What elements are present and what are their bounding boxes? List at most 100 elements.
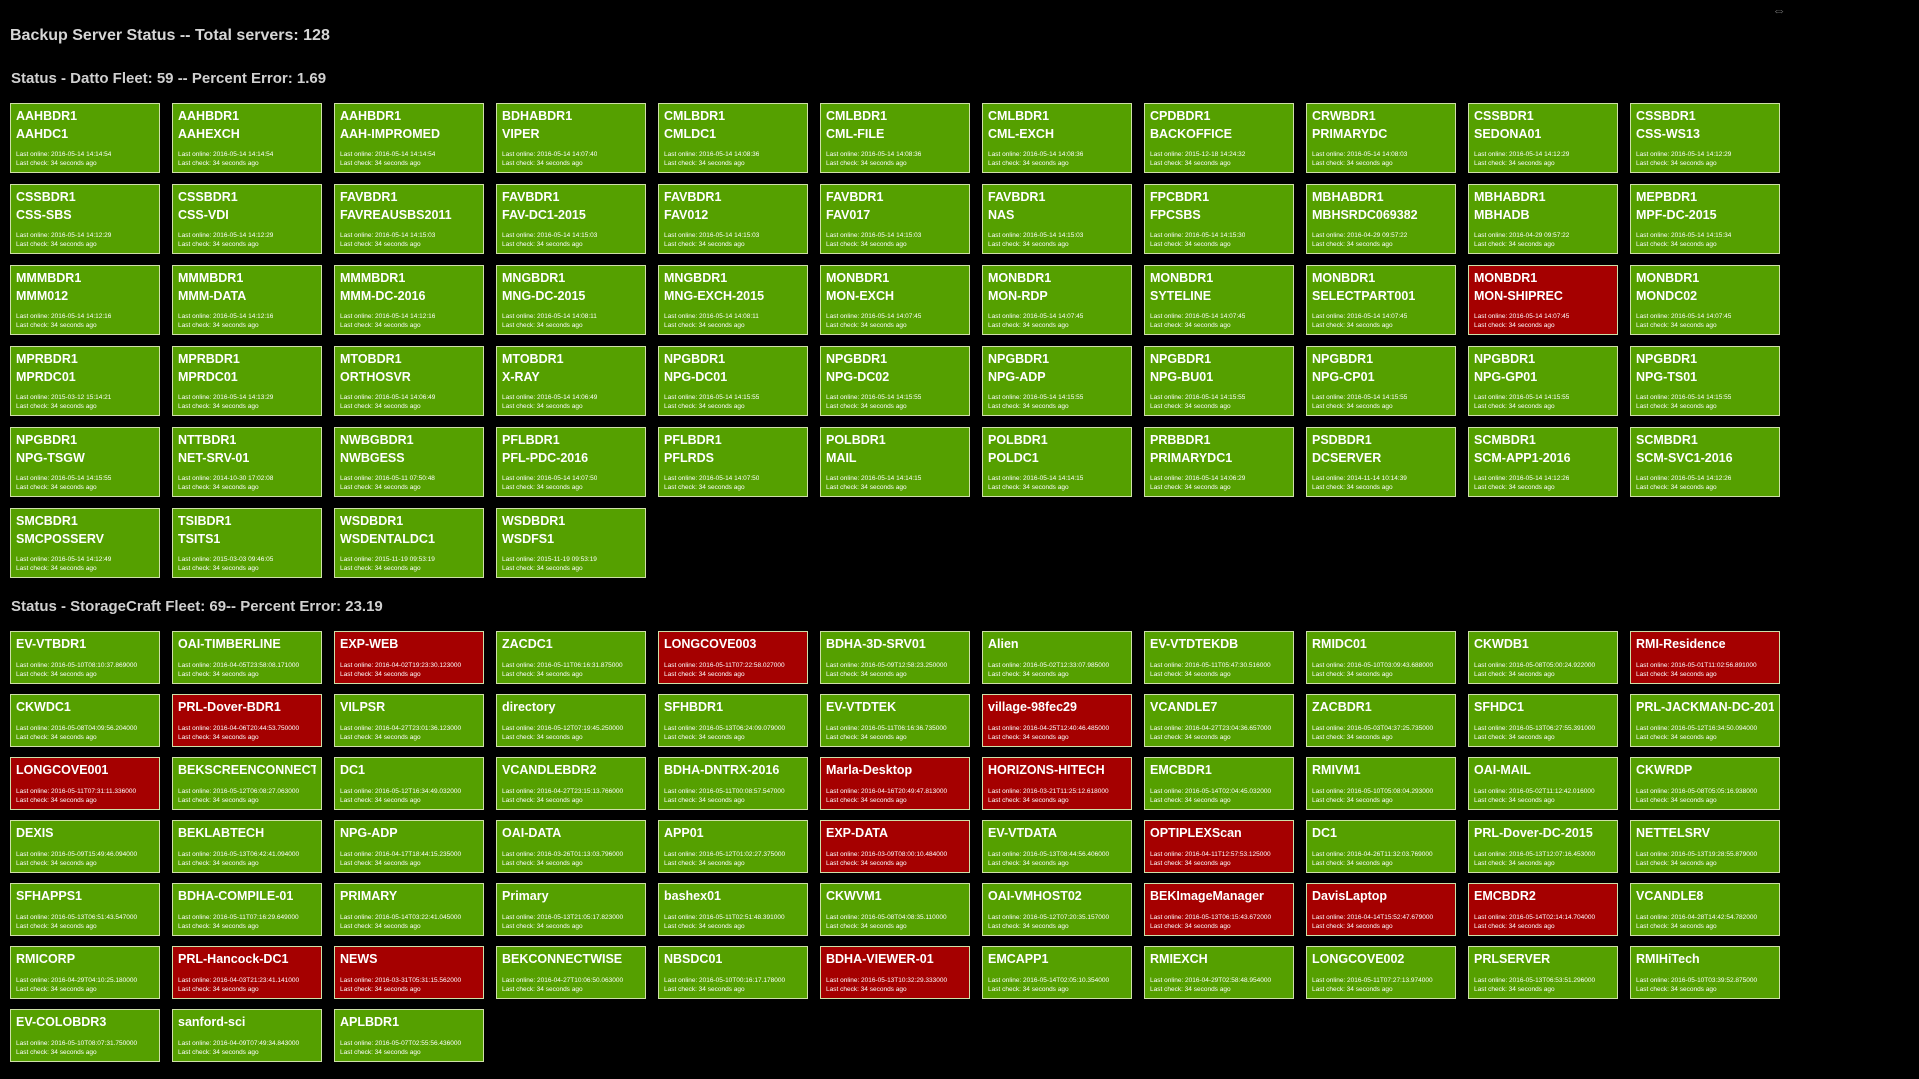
storagecraft-server-tile[interactable]: OAI-DATA Last online: 2016-03-26T01:13:03… bbox=[496, 820, 646, 873]
datto-server-tile[interactable]: SMCBDR1 SMCPOSSERV Last online: 2016-05-14… bbox=[10, 508, 160, 578]
storagecraft-server-tile[interactable]: DC1 Last online: 2016-05-12T16:34:49.0320… bbox=[334, 757, 484, 810]
storagecraft-server-tile[interactable]: SFHAPPS1 Last online: 2016-05-13T06:51:43… bbox=[10, 883, 160, 936]
storagecraft-server-tile[interactable]: RMICORP Last online: 2016-04-29T04:10:25.… bbox=[10, 946, 160, 999]
storagecraft-server-tile[interactable]: PRL-Hancock-DC1 Last online: 2016-04-03T2… bbox=[172, 946, 322, 999]
storagecraft-server-tile[interactable]: BDHA-DNTRX-2016 Last online: 2016-05-11T0… bbox=[658, 757, 808, 810]
storagecraft-server-tile[interactable]: EV-VTDATA Last online: 2016-05-13T08:44:5… bbox=[982, 820, 1132, 873]
datto-server-tile[interactable]: MMMBDR1 MMM-DC-2016 Last online: 2016-05-1… bbox=[334, 265, 484, 335]
datto-server-tile[interactable]: FAVBDR1 FAVREAUSBS2011 Last online: 2016-0… bbox=[334, 184, 484, 254]
datto-server-tile[interactable]: CMLBDR1 CML-EXCH Last online: 2016-05-14 1… bbox=[982, 103, 1132, 173]
storagecraft-server-tile[interactable]: OAI-TIMBERLINE Last online: 2016-04-05T23… bbox=[172, 631, 322, 684]
datto-server-tile[interactable]: AAHBDR1 AAH-IMPROMED Last online: 2016-05-… bbox=[334, 103, 484, 173]
datto-server-tile[interactable]: MBHABDR1 MBHADB Last online: 2016-04-29 09… bbox=[1468, 184, 1618, 254]
datto-server-tile[interactable]: AAHBDR1 AAHEXCH Last online: 2016-05-14 14… bbox=[172, 103, 322, 173]
storagecraft-server-tile[interactable]: village-98fec29 Last online: 2016-04-25T1… bbox=[982, 694, 1132, 747]
storagecraft-server-tile[interactable]: LONGCOVE001 Last online: 2016-05-11T07:31… bbox=[10, 757, 160, 810]
datto-server-tile[interactable]: CSSBDR1 CSS-SBS Last online: 2016-05-14 14… bbox=[10, 184, 160, 254]
datto-server-tile[interactable]: MBHABDR1 MBHSRDC069382 Last online: 2016-0… bbox=[1306, 184, 1456, 254]
storagecraft-server-tile[interactable]: SFHDC1 Last online: 2016-05-13T06:27:55.3… bbox=[1468, 694, 1618, 747]
storagecraft-server-tile[interactable]: PRL-Dover-DC-2015 Last online: 2016-05-13… bbox=[1468, 820, 1618, 873]
datto-server-tile[interactable]: NPGBDR1 NPG-GP01 Last online: 2016-05-14 1… bbox=[1468, 346, 1618, 416]
datto-server-tile[interactable]: CMLBDR1 CML-FILE Last online: 2016-05-14 1… bbox=[820, 103, 970, 173]
storagecraft-server-tile[interactable]: PRL-JACKMAN-DC-201 Last online: 2016-05-1… bbox=[1630, 694, 1780, 747]
storagecraft-server-tile[interactable]: BDHA-VIEWER-01 Last online: 2016-05-13T10… bbox=[820, 946, 970, 999]
datto-server-tile[interactable]: CPDBDR1 BACKOFFICE Last online: 2015-12-18… bbox=[1144, 103, 1294, 173]
storagecraft-server-tile[interactable]: VCANDLEBDR2 Last online: 2016-04-27T23:15… bbox=[496, 757, 646, 810]
storagecraft-server-tile[interactable]: RMIVM1 Last online: 2016-05-10T05:08:04.2… bbox=[1306, 757, 1456, 810]
datto-server-tile[interactable]: NPGBDR1 NPG-TS01 Last online: 2016-05-14 1… bbox=[1630, 346, 1780, 416]
datto-server-tile[interactable]: CSSBDR1 CSS-VDI Last online: 2016-05-14 14… bbox=[172, 184, 322, 254]
datto-server-tile[interactable]: CRWBDR1 PRIMARYDC Last online: 2016-05-14 … bbox=[1306, 103, 1456, 173]
datto-server-tile[interactable]: NPGBDR1 NPG-ADP Last online: 2016-05-14 14… bbox=[982, 346, 1132, 416]
datto-server-tile[interactable]: MMMBDR1 MMM-DATA Last online: 2016-05-14 1… bbox=[172, 265, 322, 335]
storagecraft-server-tile[interactable]: Primary Last online: 2016-05-13T21:05:17.… bbox=[496, 883, 646, 936]
datto-server-tile[interactable]: CSSBDR1 CSS-WS13 Last online: 2016-05-14 1… bbox=[1630, 103, 1780, 173]
datto-server-tile[interactable]: MNGBDR1 MNG-DC-2015 Last online: 2016-05-1… bbox=[496, 265, 646, 335]
storagecraft-server-tile[interactable]: ZACDC1 Last online: 2016-05-11T06:16:31.8… bbox=[496, 631, 646, 684]
datto-server-tile[interactable]: FAVBDR1 NAS Last online: 2016-05-14 14:15:… bbox=[982, 184, 1132, 254]
storagecraft-server-tile[interactable]: PRL-Dover-BDR1 Last online: 2016-04-06T20… bbox=[172, 694, 322, 747]
storagecraft-server-tile[interactable]: sanford-sci Last online: 2016-04-09T07:49… bbox=[172, 1009, 322, 1062]
storagecraft-server-tile[interactable]: RMIEXCH Last online: 2016-04-29T02:58:48.… bbox=[1144, 946, 1294, 999]
storagecraft-server-tile[interactable]: ZACBDR1 Last online: 2016-05-03T04:37:25.… bbox=[1306, 694, 1456, 747]
datto-server-tile[interactable]: FPCBDR1 FPCSBS Last online: 2016-05-14 14:… bbox=[1144, 184, 1294, 254]
storagecraft-server-tile[interactable]: APP01 Last online: 2016-05-12T01:02:27.37… bbox=[658, 820, 808, 873]
storagecraft-server-tile[interactable]: Marla-Desktop Last online: 2016-04-16T20:… bbox=[820, 757, 970, 810]
storagecraft-server-tile[interactable]: RMI-Residence Last online: 2016-05-01T11:… bbox=[1630, 631, 1780, 684]
storagecraft-server-tile[interactable]: bashex01 Last online: 2016-05-11T02:51:48… bbox=[658, 883, 808, 936]
datto-server-tile[interactable]: CSSBDR1 SEDONA01 Last online: 2016-05-14 1… bbox=[1468, 103, 1618, 173]
datto-server-tile[interactable]: NPGBDR1 NPG-DC01 Last online: 2016-05-14 1… bbox=[658, 346, 808, 416]
storagecraft-server-tile[interactable]: LONGCOVE002 Last online: 2016-05-11T07:27… bbox=[1306, 946, 1456, 999]
datto-server-tile[interactable]: POLBDR1 POLDC1 Last online: 2016-05-14 14:… bbox=[982, 427, 1132, 497]
storagecraft-server-tile[interactable]: PRLSERVER Last online: 2016-05-13T06:53:5… bbox=[1468, 946, 1618, 999]
datto-server-tile[interactable]: FAVBDR1 FAV017 Last online: 2016-05-14 14:… bbox=[820, 184, 970, 254]
datto-server-tile[interactable]: POLBDR1 MAIL Last online: 2016-05-14 14:14… bbox=[820, 427, 970, 497]
storagecraft-server-tile[interactable]: DavisLaptop Last online: 2016-04-14T15:52… bbox=[1306, 883, 1456, 936]
storagecraft-server-tile[interactable]: OPTIPLEXScan Last online: 2016-04-11T12:5… bbox=[1144, 820, 1294, 873]
datto-server-tile[interactable]: MONBDR1 MON-SHIPREC Last online: 2016-05-1… bbox=[1468, 265, 1618, 335]
storagecraft-server-tile[interactable]: CKWRDP Last online: 2016-05-08T05:05:16.9… bbox=[1630, 757, 1780, 810]
datto-server-tile[interactable]: NPGBDR1 NPG-BU01 Last online: 2016-05-14 1… bbox=[1144, 346, 1294, 416]
datto-server-tile[interactable]: MPRBDR1 MPRDC01 Last online: 2016-05-14 14… bbox=[172, 346, 322, 416]
datto-server-tile[interactable]: PFLBDR1 PFLRDS Last online: 2016-05-14 14:… bbox=[658, 427, 808, 497]
datto-server-tile[interactable]: NPGBDR1 NPG-DC02 Last online: 2016-05-14 1… bbox=[820, 346, 970, 416]
storagecraft-server-tile[interactable]: Alien Last online: 2016-05-02T12:33:07.98… bbox=[982, 631, 1132, 684]
storagecraft-server-tile[interactable]: EV-VTDTEK Last online: 2016-05-11T06:16:3… bbox=[820, 694, 970, 747]
storagecraft-server-tile[interactable]: PRIMARY Last online: 2016-05-14T03:22:41.… bbox=[334, 883, 484, 936]
datto-server-tile[interactable]: TSIBDR1 TSITS1 Last online: 2015-03-03 09:… bbox=[172, 508, 322, 578]
datto-server-tile[interactable]: AAHBDR1 AAHDC1 Last online: 2016-05-14 14:… bbox=[10, 103, 160, 173]
storagecraft-server-tile[interactable]: VCANDLE7 Last online: 2016-04-27T23:04:36… bbox=[1144, 694, 1294, 747]
storagecraft-server-tile[interactable]: BEKImageManager Last online: 2016-05-13T0… bbox=[1144, 883, 1294, 936]
storagecraft-server-tile[interactable]: APLBDR1 Last online: 2016-05-07T02:55:56.… bbox=[334, 1009, 484, 1062]
storagecraft-server-tile[interactable]: EV-COLOBDR3 Last online: 2016-05-10T08:07… bbox=[10, 1009, 160, 1062]
storagecraft-server-tile[interactable]: directory Last online: 2016-05-12T07:19:4… bbox=[496, 694, 646, 747]
datto-server-tile[interactable]: FAVBDR1 FAV-DC1-2015 Last online: 2016-05-… bbox=[496, 184, 646, 254]
datto-server-tile[interactable]: BDHABDR1 VIPER Last online: 2016-05-14 14:… bbox=[496, 103, 646, 173]
datto-server-tile[interactable]: MTOBDR1 X-RAY Last online: 2016-05-14 14:0… bbox=[496, 346, 646, 416]
storagecraft-server-tile[interactable]: EXP-DATA Last online: 2016-03-09T08:00:10… bbox=[820, 820, 970, 873]
datto-server-tile[interactable]: MMMBDR1 MMM012 Last online: 2016-05-14 14:… bbox=[10, 265, 160, 335]
datto-server-tile[interactable]: MONBDR1 SELECTPART001 Last online: 2016-05… bbox=[1306, 265, 1456, 335]
resize-icon[interactable]: ⇔ bbox=[1772, 2, 1786, 18]
storagecraft-server-tile[interactable]: RMIHiTech Last online: 2016-05-10T03:39:5… bbox=[1630, 946, 1780, 999]
storagecraft-server-tile[interactable]: BEKSCREENCONNECT Last online: 2016-05-12T… bbox=[172, 757, 322, 810]
datto-server-tile[interactable]: MONBDR1 MONDC02 Last online: 2016-05-14 14… bbox=[1630, 265, 1780, 335]
storagecraft-server-tile[interactable]: LONGCOVE003 Last online: 2016-05-11T07:22… bbox=[658, 631, 808, 684]
storagecraft-server-tile[interactable]: CKWVM1 Last online: 2016-05-08T04:08:35.1… bbox=[820, 883, 970, 936]
storagecraft-server-tile[interactable]: EV-VTDTEKDB Last online: 2016-05-11T05:47… bbox=[1144, 631, 1294, 684]
storagecraft-server-tile[interactable]: NPG-ADP Last online: 2016-04-17T18:44:15.… bbox=[334, 820, 484, 873]
storagecraft-server-tile[interactable]: VCANDLE8 Last online: 2016-04-28T14:42:54… bbox=[1630, 883, 1780, 936]
storagecraft-server-tile[interactable]: EMCBDR1 Last online: 2016-05-14T02:04:45.… bbox=[1144, 757, 1294, 810]
datto-server-tile[interactable]: MTOBDR1 ORTHOSVR Last online: 2016-05-14 1… bbox=[334, 346, 484, 416]
datto-server-tile[interactable]: FAVBDR1 FAV012 Last online: 2016-05-14 14:… bbox=[658, 184, 808, 254]
storagecraft-server-tile[interactable]: HORIZONS-HITECH Last online: 2016-03-21T1… bbox=[982, 757, 1132, 810]
datto-server-tile[interactable]: MEPBDR1 MPF-DC-2015 Last online: 2016-05-1… bbox=[1630, 184, 1780, 254]
storagecraft-server-tile[interactable]: OAI-MAIL Last online: 2016-05-02T11:12:42… bbox=[1468, 757, 1618, 810]
storagecraft-server-tile[interactable]: BEKCONNECTWISE Last online: 2016-04-27T10… bbox=[496, 946, 646, 999]
datto-server-tile[interactable]: PFLBDR1 PFL-PDC-2016 Last online: 2016-05-… bbox=[496, 427, 646, 497]
datto-server-tile[interactable]: NPGBDR1 NPG-CP01 Last online: 2016-05-14 1… bbox=[1306, 346, 1456, 416]
datto-server-tile[interactable]: NPGBDR1 NPG-TSGW Last online: 2016-05-14 1… bbox=[10, 427, 160, 497]
datto-server-tile[interactable]: PSDBDR1 DCSERVER Last online: 2014-11-14 1… bbox=[1306, 427, 1456, 497]
datto-server-tile[interactable]: MPRBDR1 MPRDC01 Last online: 2015-03-12 15… bbox=[10, 346, 160, 416]
storagecraft-server-tile[interactable]: VILPSR Last online: 2016-04-27T23:01:36.1… bbox=[334, 694, 484, 747]
